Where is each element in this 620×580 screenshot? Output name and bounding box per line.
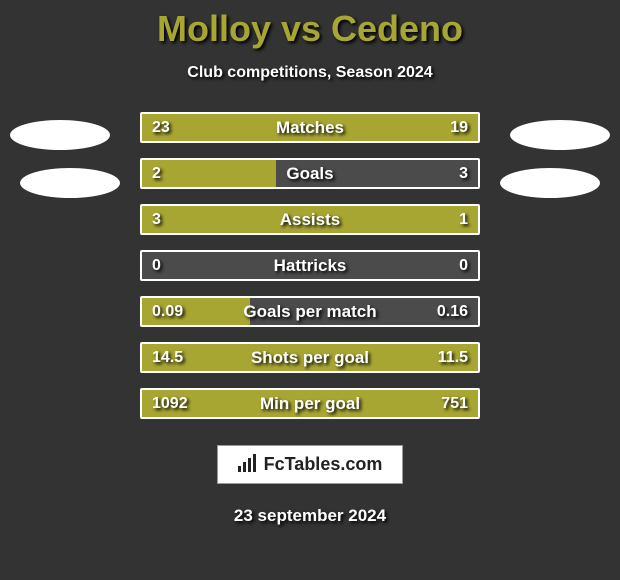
- brand-text: FcTables.com: [264, 454, 383, 475]
- player-right-logo-1: [510, 120, 610, 150]
- brand-badge: FcTables.com: [217, 445, 404, 484]
- stat-value-right: 11.5: [438, 349, 468, 367]
- stat-label: Assists: [142, 210, 478, 230]
- chart-area: 23Matches192Goals33Assists10Hattricks00.…: [0, 112, 620, 419]
- stat-row: 0Hattricks0: [140, 250, 480, 281]
- stat-label: Hattricks: [142, 256, 478, 276]
- stat-value-right: 19: [450, 119, 468, 137]
- stat-label: Goals: [142, 164, 478, 184]
- stats-column: 23Matches192Goals33Assists10Hattricks00.…: [140, 112, 480, 419]
- stat-label: Matches: [142, 118, 478, 138]
- date-text: 23 september 2024: [234, 506, 386, 526]
- stat-label: Shots per goal: [142, 348, 478, 368]
- stat-value-right: 3: [459, 165, 468, 183]
- stat-row: 1092Min per goal751: [140, 388, 480, 419]
- stat-row: 0.09Goals per match0.16: [140, 296, 480, 327]
- player-right-logo-2: [500, 168, 600, 198]
- stat-label: Goals per match: [142, 302, 478, 322]
- stat-label: Min per goal: [142, 394, 478, 414]
- stat-row: 23Matches19: [140, 112, 480, 143]
- player-left-logo-1: [10, 120, 110, 150]
- stat-value-right: 0: [459, 257, 468, 275]
- player-left-logo-2: [20, 168, 120, 198]
- stat-value-right: 1: [459, 211, 468, 229]
- chart-icon: [238, 454, 258, 475]
- stat-value-right: 751: [441, 395, 468, 413]
- stat-row: 2Goals3: [140, 158, 480, 189]
- stat-row: 3Assists1: [140, 204, 480, 235]
- comparison-title: Molloy vs Cedeno: [157, 8, 463, 50]
- stat-value-right: 0.16: [437, 303, 468, 321]
- comparison-subtitle: Club competitions, Season 2024: [187, 64, 432, 82]
- stat-row: 14.5Shots per goal11.5: [140, 342, 480, 373]
